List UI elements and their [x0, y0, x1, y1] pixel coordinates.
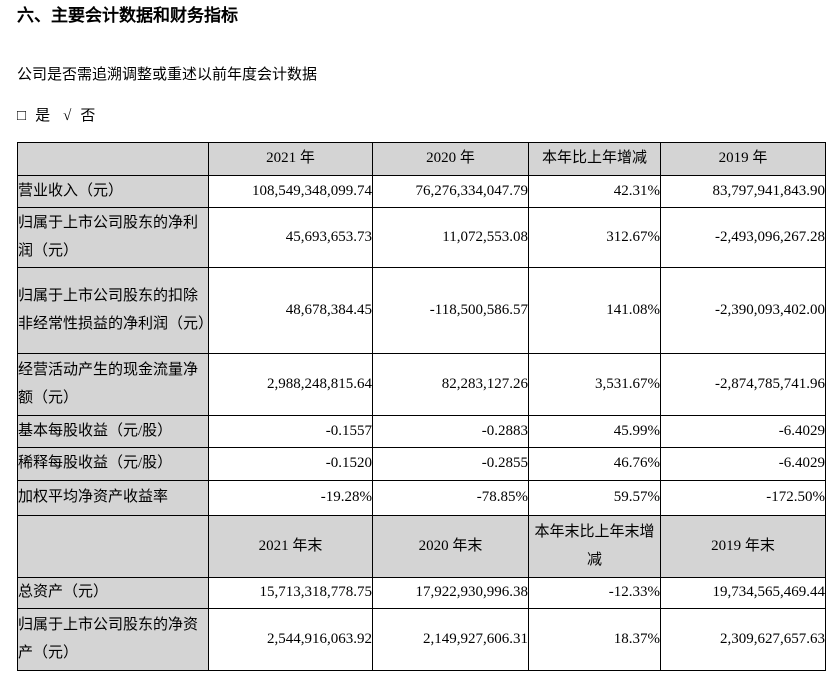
col-header-2019-end: 2019 年末: [660, 515, 826, 578]
yes-no-checkline: □ 是 √ 否: [17, 106, 825, 126]
cell-2019: 19,734,565,469.44: [660, 577, 826, 609]
cell-change: 46.76%: [528, 447, 661, 481]
row-label: 稀释每股收益（元/股）: [17, 447, 209, 481]
cell-2021: 2,544,916,063.92: [208, 608, 373, 671]
row-label: 经营活动产生的现金流量净额（元）: [17, 353, 209, 416]
cell-2019: -6.4029: [660, 447, 826, 481]
table-row: 稀释每股收益（元/股） -0.1520 -0.2855 46.76% -6.40…: [17, 447, 826, 481]
restatement-question: 公司是否需追溯调整或重述以前年度会计数据: [17, 67, 318, 83]
cell-change: 59.57%: [528, 480, 661, 516]
cell-2019: -2,493,096,267.28: [660, 207, 826, 268]
section-title: 六、主要会计数据和财务指标: [17, 6, 238, 25]
cell-2019: -6.4029: [660, 415, 826, 448]
cell-2020: -118,500,586.57: [372, 267, 529, 354]
table-row: 归属于上市公司股东的净资产（元） 2,544,916,063.92 2,149,…: [17, 608, 826, 671]
table-row: 加权平均净资产收益率 -19.28% -78.85% 59.57% -172.5…: [17, 480, 826, 516]
col-header-empty: [17, 515, 209, 578]
row-label: 总资产（元）: [17, 577, 209, 609]
cell-change: 18.37%: [528, 608, 661, 671]
cell-2021: 108,549,348,099.74: [208, 175, 373, 208]
financial-indicators-table: 2021 年 2020 年 本年比上年增减 2019 年 营业收入（元） 108…: [17, 142, 826, 671]
cell-2021: 15,713,318,778.75: [208, 577, 373, 609]
col-header-2021: 2021 年: [208, 142, 373, 176]
table-row: 总资产（元） 15,713,318,778.75 17,922,930,996.…: [17, 577, 826, 609]
col-header-2020: 2020 年: [372, 142, 529, 176]
option-yes-label: 是: [35, 108, 51, 124]
cell-2020: 76,276,334,047.79: [372, 175, 529, 208]
row-label: 归属于上市公司股东的扣除非经常性损益的净利润（元）: [17, 267, 209, 354]
cell-change: 42.31%: [528, 175, 661, 208]
cell-2020: -0.2883: [372, 415, 529, 448]
cell-2019: -172.50%: [660, 480, 826, 516]
table-row: 营业收入（元） 108,549,348,099.74 76,276,334,04…: [17, 175, 826, 208]
cell-2021: 2,988,248,815.64: [208, 353, 373, 416]
cell-2019: -2,390,093,402.00: [660, 267, 826, 354]
checkmark-icon: √: [63, 108, 72, 124]
cell-2019: 83,797,941,843.90: [660, 175, 826, 208]
cell-2020: 11,072,553.08: [372, 207, 529, 268]
cell-2021: -0.1520: [208, 447, 373, 481]
col-header-end-change: 本年末比上年末增减: [528, 515, 661, 578]
table-header-row-annual: 2021 年 2020 年 本年比上年增减 2019 年: [17, 142, 826, 176]
row-label: 基本每股收益（元/股）: [17, 415, 209, 448]
checkbox-unchecked-icon: □: [17, 108, 27, 124]
cell-change: -12.33%: [528, 577, 661, 609]
row-label: 归属于上市公司股东的净资产（元）: [17, 608, 209, 671]
cell-2020: 82,283,127.26: [372, 353, 529, 416]
cell-change: 141.08%: [528, 267, 661, 354]
col-header-empty: [17, 142, 209, 176]
cell-2020: -78.85%: [372, 480, 529, 516]
col-header-2019: 2019 年: [660, 142, 826, 176]
cell-2020: 17,922,930,996.38: [372, 577, 529, 609]
cell-2021: 48,678,384.45: [208, 267, 373, 354]
table-row: 基本每股收益（元/股） -0.1557 -0.2883 45.99% -6.40…: [17, 415, 826, 448]
cell-2019: -2,874,785,741.96: [660, 353, 826, 416]
table-row: 归属于上市公司股东的净利润（元） 45,693,653.73 11,072,55…: [17, 207, 826, 268]
cell-2021: -19.28%: [208, 480, 373, 516]
cell-2020: -0.2855: [372, 447, 529, 481]
cell-2019: 2,309,627,657.63: [660, 608, 826, 671]
col-header-2020-end: 2020 年末: [372, 515, 529, 578]
cell-change: 312.67%: [528, 207, 661, 268]
table-header-row-period-end: 2021 年末 2020 年末 本年末比上年末增减 2019 年末: [17, 515, 826, 578]
cell-2020: 2,149,927,606.31: [372, 608, 529, 671]
row-label: 营业收入（元）: [17, 175, 209, 208]
row-label: 加权平均净资产收益率: [17, 480, 209, 516]
cell-2021: 45,693,653.73: [208, 207, 373, 268]
table-row: 经营活动产生的现金流量净额（元） 2,988,248,815.64 82,283…: [17, 353, 826, 416]
table-row: 归属于上市公司股东的扣除非经常性损益的净利润（元） 48,678,384.45 …: [17, 267, 826, 354]
option-no-label: 否: [80, 108, 96, 124]
cell-change: 45.99%: [528, 415, 661, 448]
cell-change: 3,531.67%: [528, 353, 661, 416]
cell-2021: -0.1557: [208, 415, 373, 448]
col-header-2021-end: 2021 年末: [208, 515, 373, 578]
col-header-yoy-change: 本年比上年增减: [528, 142, 661, 176]
row-label: 归属于上市公司股东的净利润（元）: [17, 207, 209, 268]
